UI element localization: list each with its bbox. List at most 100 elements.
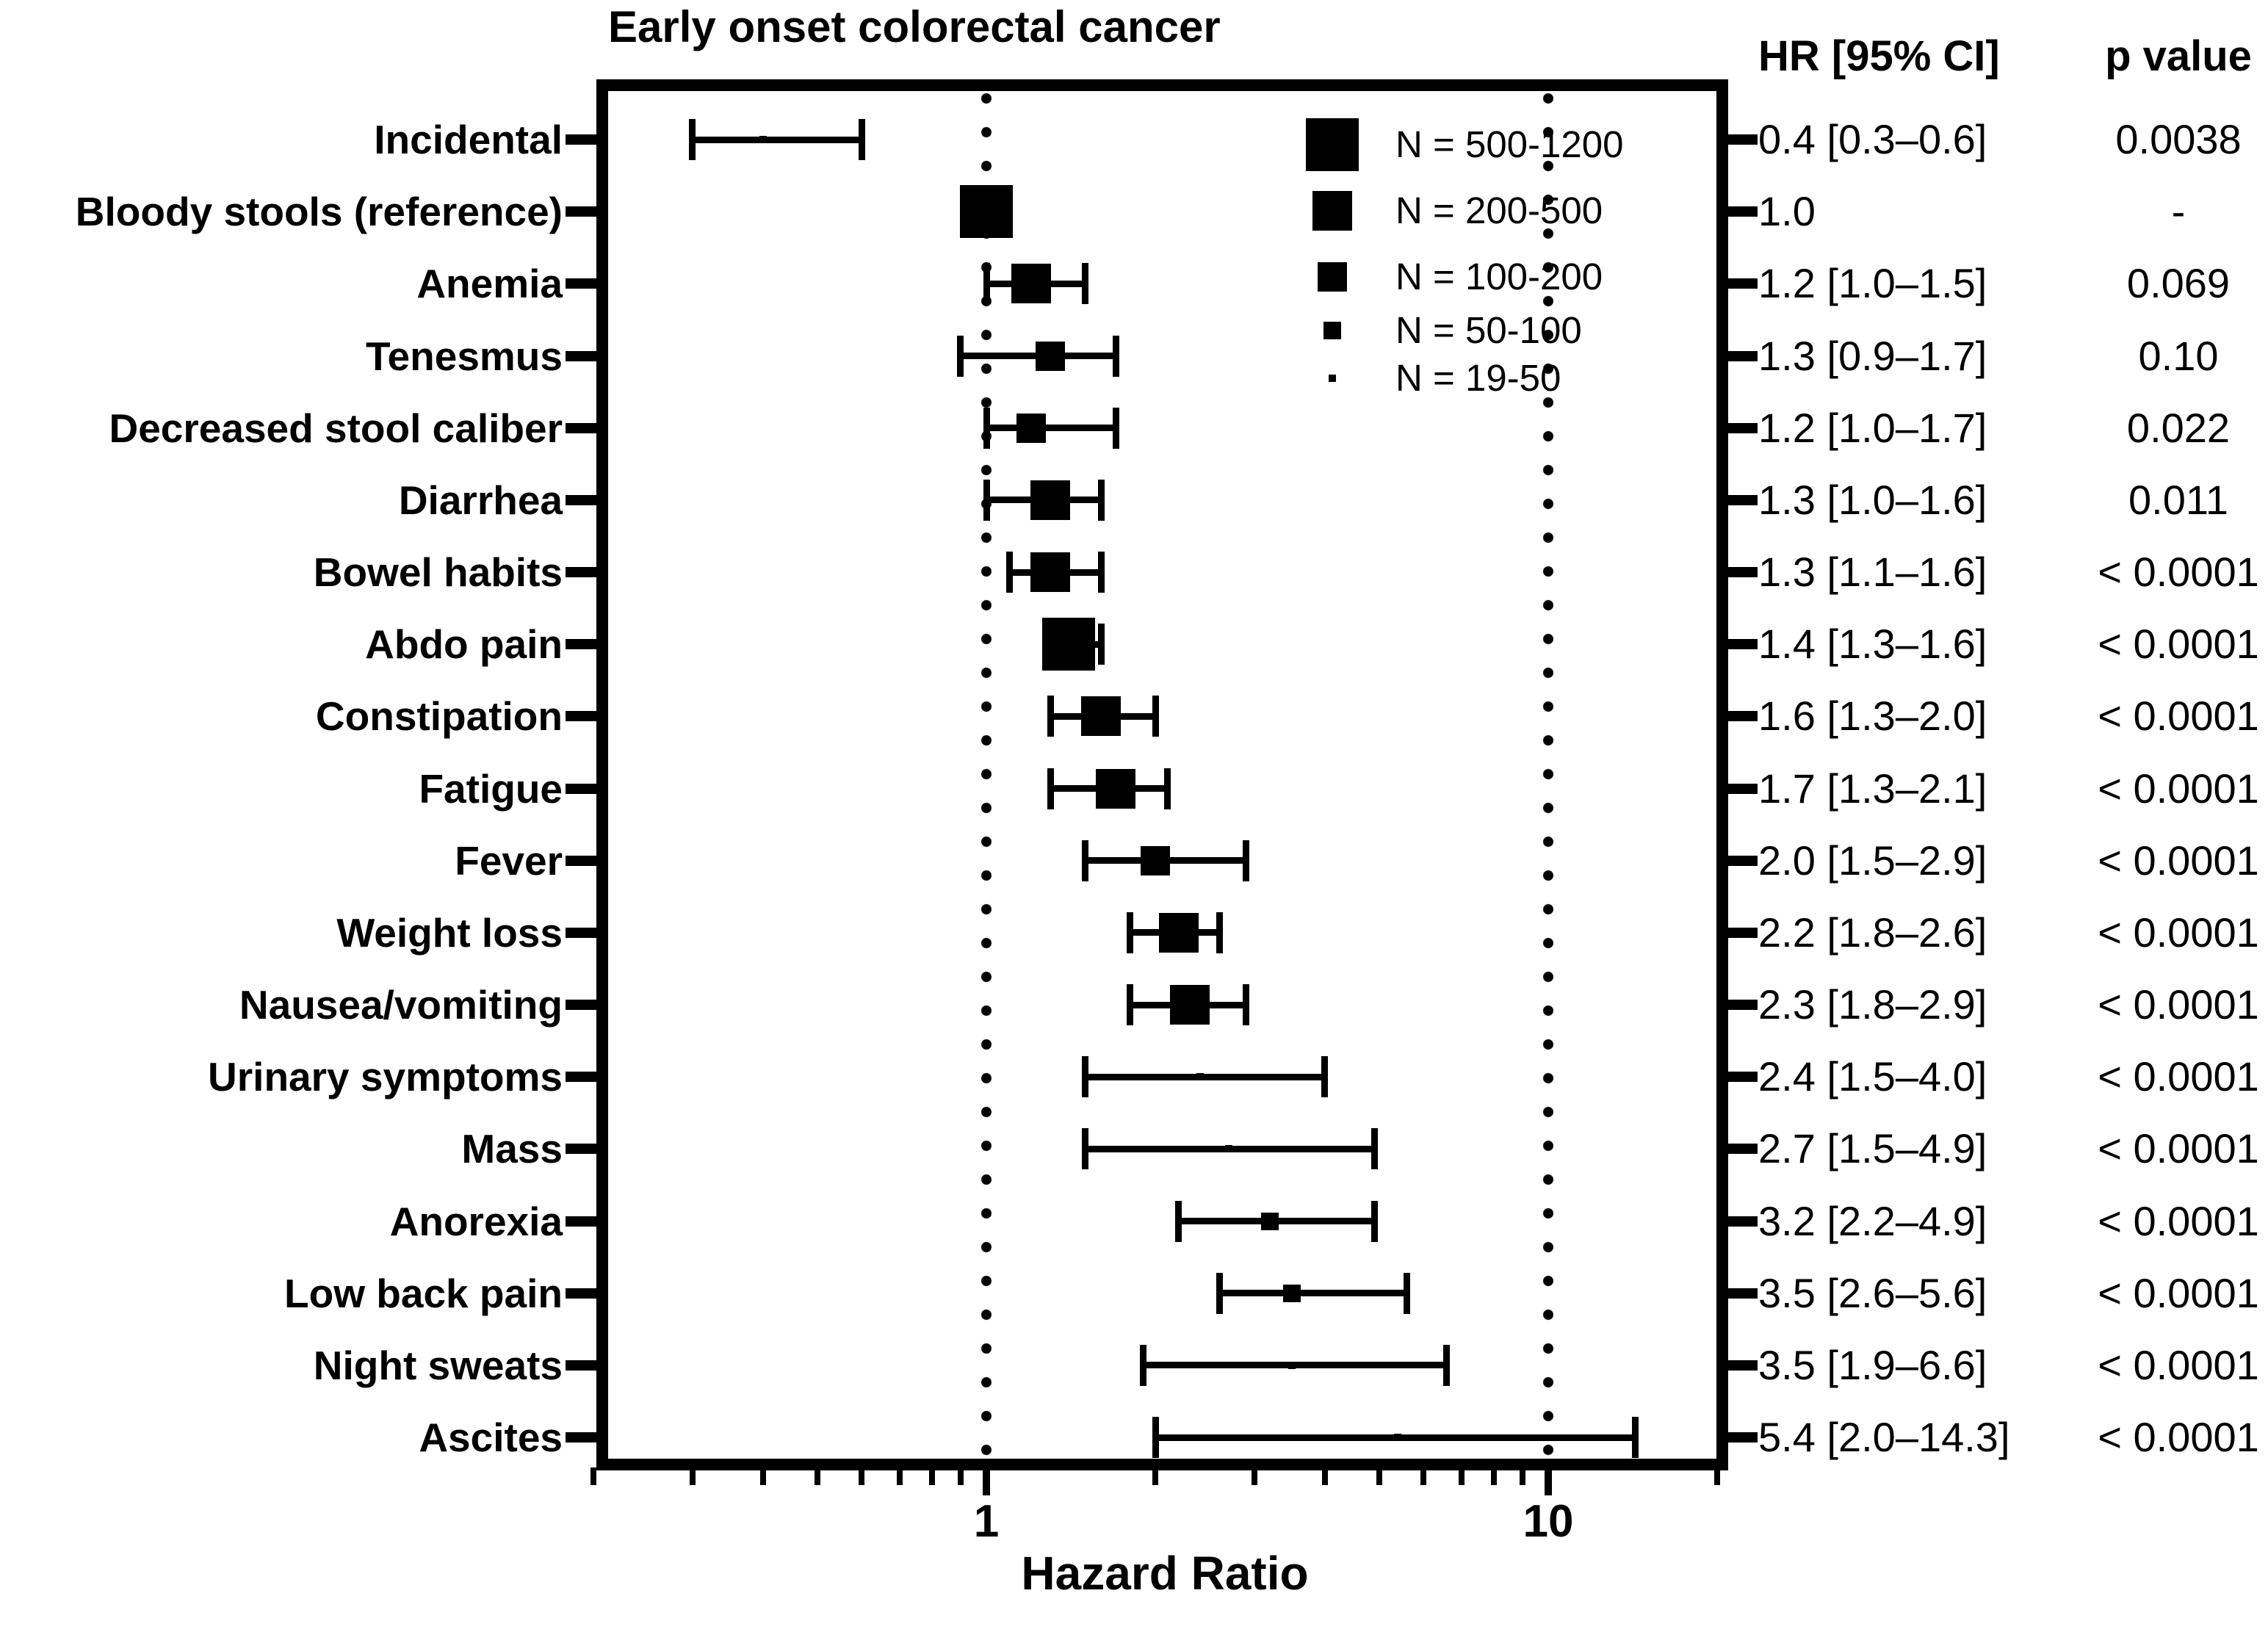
y-axis-tick-right xyxy=(1728,1288,1758,1299)
p-value: < 0.0001 xyxy=(2098,1414,2259,1461)
ci-cap-high xyxy=(1097,479,1105,521)
legend-label: N = 50-100 xyxy=(1395,309,1582,351)
hr-point-marker xyxy=(1041,618,1095,671)
ci-cap-low xyxy=(1216,1272,1223,1314)
x-axis-minor-tick xyxy=(1152,1467,1159,1485)
hr-point-marker xyxy=(1030,480,1071,520)
hr-point-marker xyxy=(1081,696,1122,737)
ci-cap-low xyxy=(1006,552,1014,593)
p-value: < 0.0001 xyxy=(2098,1269,2259,1316)
hr-point-marker xyxy=(1169,985,1210,1025)
hr-point-marker xyxy=(1196,1073,1204,1081)
row-label: Abdo pain xyxy=(365,621,563,668)
p-value: 0.069 xyxy=(2126,260,2231,307)
x-axis-tick-label: 1 xyxy=(973,1496,1000,1547)
y-axis-tick-right xyxy=(1728,206,1758,217)
legend-label: N = 100-200 xyxy=(1395,256,1603,297)
y-axis-tick-left xyxy=(566,1432,596,1443)
ci-cap-high xyxy=(1152,696,1159,737)
row-label: Constipation xyxy=(315,693,563,740)
hr-ci-value: 3.2 [2.2–4.9] xyxy=(1758,1197,1987,1244)
ci-cap-low xyxy=(1047,768,1054,809)
ci-cap-high xyxy=(1403,1272,1410,1314)
x-axis-minor-tick xyxy=(814,1467,820,1485)
ci-bar xyxy=(1219,1290,1407,1297)
x-axis-minor-tick xyxy=(896,1467,903,1485)
y-axis-tick-right xyxy=(1728,350,1758,361)
hr-point-marker xyxy=(1030,552,1071,593)
ci-cap-high xyxy=(1243,840,1250,881)
ci-cap-low xyxy=(983,263,990,305)
ci-bar xyxy=(1085,1073,1325,1080)
x-axis-title: Hazard Ratio xyxy=(1021,1547,1309,1600)
hr-ci-value: 1.6 [1.3–2.0] xyxy=(1758,693,1987,740)
hr-point-marker xyxy=(960,185,1013,239)
ci-cap-low xyxy=(1126,984,1133,1026)
hr-ci-value: 2.2 [1.8–2.6] xyxy=(1758,909,1987,956)
ci-cap-high xyxy=(1370,1200,1378,1242)
hr-ci-value: 1.4 [1.3–1.6] xyxy=(1758,621,1987,668)
legend-label: N = 200-500 xyxy=(1395,189,1603,231)
hr-ci-value: 3.5 [1.9–6.6] xyxy=(1758,1341,1987,1388)
hr-point-marker xyxy=(1096,768,1136,809)
hr-point-marker xyxy=(1158,912,1199,953)
x-axis-minor-tick xyxy=(1458,1467,1465,1485)
p-value: < 0.0001 xyxy=(2098,765,2259,812)
legend-size-swatch xyxy=(1312,191,1352,231)
y-axis-tick-right xyxy=(1728,1144,1758,1155)
p-value: < 0.0001 xyxy=(2098,909,2259,956)
row-label: Tenesmus xyxy=(366,333,563,379)
plot-area xyxy=(596,79,1728,1470)
p-value: < 0.0001 xyxy=(2098,981,2259,1028)
hr-ci-value: 1.2 [1.0–1.5] xyxy=(1758,260,1987,307)
row-label: Night sweats xyxy=(313,1342,563,1388)
y-axis-tick-left xyxy=(566,1144,596,1155)
hr-ci-value: 5.4 [2.0–14.3] xyxy=(1758,1414,2010,1461)
ci-cap-high xyxy=(1112,407,1119,449)
row-label: Diarrhea xyxy=(398,477,563,523)
hr-ci-value: 3.5 [2.6–5.6] xyxy=(1758,1269,1987,1316)
row-label: Anemia xyxy=(416,261,563,307)
y-axis-tick-right xyxy=(1728,134,1758,145)
row-label: Anorexia xyxy=(389,1198,563,1244)
ci-cap-high xyxy=(1216,911,1223,953)
row-label: Mass xyxy=(461,1126,563,1172)
hr-ci-value: 2.4 [1.5–4.0] xyxy=(1758,1053,1987,1100)
row-label: Decreased stool caliber xyxy=(109,405,563,451)
y-axis-tick-right xyxy=(1728,1432,1758,1443)
p-value: < 0.0001 xyxy=(2098,1053,2259,1100)
p-value: 0.0038 xyxy=(2115,116,2242,162)
ci-cap-high xyxy=(858,119,865,160)
ci-cap-high xyxy=(1321,1056,1329,1098)
ci-cap-high xyxy=(1097,552,1105,593)
hr-point-marker xyxy=(1224,1145,1232,1153)
p-value-column-header: p value xyxy=(2105,32,2252,80)
p-value: < 0.0001 xyxy=(2098,1197,2259,1244)
hr-ci-value: 1.3 [1.1–1.6] xyxy=(1758,549,1987,596)
y-axis-tick-left xyxy=(566,278,596,289)
x-axis-minor-tick xyxy=(1376,1467,1382,1485)
x-axis-tick-label: 10 xyxy=(1523,1496,1574,1547)
x-axis-minor-tick xyxy=(759,1467,766,1485)
p-value: 0.10 xyxy=(2138,332,2219,379)
x-axis-minor-tick xyxy=(1519,1467,1525,1485)
y-axis-tick-left xyxy=(566,1360,596,1371)
x-axis-minor-tick xyxy=(689,1467,696,1485)
ci-cap-low xyxy=(1126,911,1133,953)
ci-cap-low xyxy=(1047,696,1054,737)
hr-point-marker xyxy=(1036,341,1066,371)
hr-point-marker xyxy=(1283,1284,1301,1302)
chart-title: Early onset colorectal cancer xyxy=(608,2,1221,51)
y-axis-tick-right xyxy=(1728,1216,1758,1227)
y-axis-tick-right xyxy=(1728,711,1758,722)
y-axis-tick-left xyxy=(566,639,596,650)
x-axis-minor-tick xyxy=(928,1467,935,1485)
ci-cap-high xyxy=(1082,263,1089,305)
legend-size-swatch xyxy=(1318,262,1347,292)
ci-cap-low xyxy=(1082,1056,1089,1098)
x-axis-minor-tick xyxy=(1321,1467,1328,1485)
row-label: Weight loss xyxy=(336,909,563,956)
p-value: 0.022 xyxy=(2126,404,2231,451)
y-axis-tick-left xyxy=(566,1216,596,1227)
hr-ci-value: 2.7 [1.5–4.9] xyxy=(1758,1125,1987,1172)
